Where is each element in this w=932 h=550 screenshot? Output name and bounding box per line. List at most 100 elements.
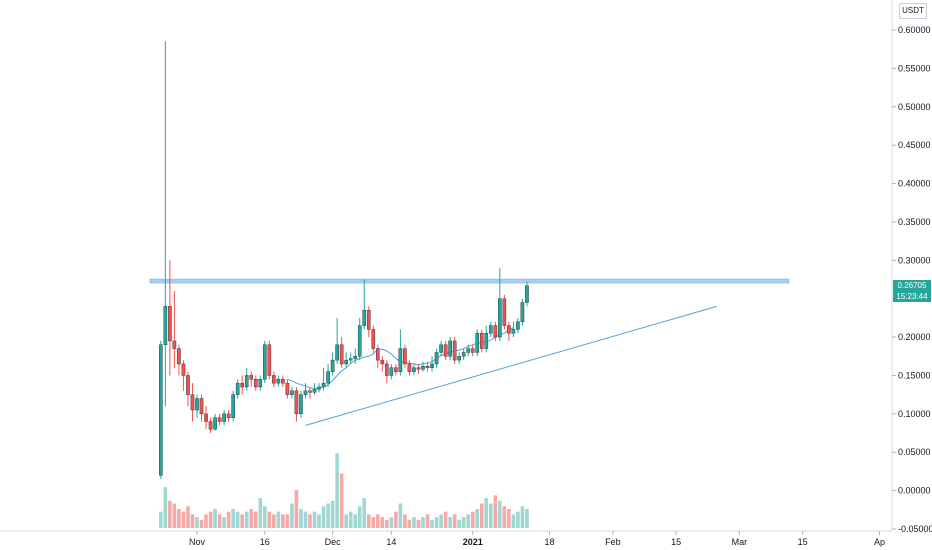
candle[interactable] <box>222 410 226 426</box>
candle[interactable] <box>448 337 452 361</box>
candle[interactable] <box>235 379 240 399</box>
last-price-label: 0.26705 <box>893 279 931 291</box>
candle[interactable] <box>281 375 285 387</box>
candle-body <box>195 398 199 411</box>
volume-bar <box>195 517 199 528</box>
candle[interactable] <box>525 281 529 307</box>
candle[interactable] <box>244 367 249 391</box>
candle[interactable] <box>457 352 461 364</box>
candle[interactable] <box>362 279 367 330</box>
candle[interactable] <box>303 383 308 399</box>
candle[interactable] <box>308 386 312 399</box>
candle[interactable] <box>348 352 353 364</box>
candle[interactable] <box>285 379 290 399</box>
candle[interactable] <box>425 361 430 372</box>
candle[interactable] <box>489 321 493 338</box>
candle[interactable] <box>470 344 475 357</box>
candle[interactable] <box>398 329 403 376</box>
candle[interactable] <box>253 375 258 391</box>
candle[interactable] <box>326 363 330 387</box>
candle[interactable] <box>403 344 407 368</box>
candle[interactable] <box>240 375 245 395</box>
candle[interactable] <box>272 371 276 387</box>
candle[interactable] <box>213 413 217 431</box>
candle[interactable] <box>199 394 204 422</box>
candle[interactable] <box>249 371 254 387</box>
candle[interactable] <box>294 386 299 422</box>
x-tick-label: 15 <box>671 537 681 547</box>
candle[interactable] <box>226 410 231 422</box>
candle[interactable] <box>163 41 168 407</box>
candle[interactable] <box>159 340 163 480</box>
candle[interactable] <box>498 267 502 341</box>
candle[interactable] <box>389 363 394 380</box>
candle[interactable] <box>317 383 321 393</box>
candle[interactable] <box>516 317 520 334</box>
candle[interactable] <box>339 337 344 368</box>
candle[interactable] <box>439 340 443 357</box>
candle[interactable] <box>181 360 186 391</box>
candle[interactable] <box>195 394 199 418</box>
candle[interactable] <box>376 344 380 368</box>
candle[interactable] <box>443 340 448 361</box>
candle[interactable] <box>385 360 389 384</box>
candle[interactable] <box>258 375 263 391</box>
candle-body <box>317 386 321 390</box>
candle[interactable] <box>507 321 511 341</box>
candle[interactable] <box>177 344 181 376</box>
candle[interactable] <box>475 329 480 357</box>
candle[interactable] <box>168 260 172 376</box>
candle[interactable] <box>231 390 235 422</box>
candle[interactable] <box>416 363 421 374</box>
candle[interactable] <box>312 383 317 395</box>
candle[interactable] <box>290 386 294 399</box>
candle[interactable] <box>412 363 416 376</box>
volume-bar <box>362 498 367 528</box>
candle-body <box>208 421 213 430</box>
candle[interactable] <box>353 348 358 364</box>
candle[interactable] <box>520 298 525 326</box>
candle[interactable] <box>190 383 195 422</box>
candle[interactable] <box>479 329 484 353</box>
x-tick-label: 15 <box>798 537 808 547</box>
candle-body <box>253 379 258 388</box>
candle-body <box>330 359 335 372</box>
candle[interactable] <box>380 356 385 372</box>
resistance-zone[interactable] <box>149 278 790 284</box>
candle[interactable] <box>330 352 335 376</box>
candle[interactable] <box>421 361 425 372</box>
candle[interactable] <box>466 344 471 357</box>
candle[interactable] <box>208 417 213 434</box>
candle[interactable] <box>366 306 371 338</box>
volume-bar <box>235 511 240 528</box>
candle[interactable] <box>371 325 376 353</box>
candle[interactable] <box>186 371 190 407</box>
candle[interactable] <box>204 406 208 430</box>
candle-body <box>448 340 452 357</box>
candle[interactable] <box>452 337 457 364</box>
candle[interactable] <box>394 363 398 376</box>
candle[interactable] <box>461 348 466 361</box>
volume-bar <box>199 519 204 528</box>
candle[interactable] <box>430 356 434 372</box>
candle[interactable] <box>321 367 326 391</box>
candle[interactable] <box>276 375 281 387</box>
candle-body <box>366 310 371 330</box>
candle[interactable] <box>217 413 222 426</box>
candle[interactable] <box>335 317 339 364</box>
candle[interactable] <box>511 321 516 338</box>
candle[interactable] <box>493 321 498 341</box>
candle[interactable] <box>484 325 489 353</box>
candle[interactable] <box>172 291 177 368</box>
candle[interactable] <box>357 317 362 361</box>
candle[interactable] <box>299 390 303 418</box>
currency-label[interactable]: USDT <box>899 3 927 19</box>
candle[interactable] <box>407 360 412 376</box>
candle[interactable] <box>502 294 507 330</box>
support-trendline[interactable] <box>305 305 717 426</box>
candle[interactable] <box>434 348 439 368</box>
candle[interactable] <box>263 340 267 384</box>
candle[interactable] <box>267 340 272 380</box>
candle[interactable] <box>344 352 348 368</box>
